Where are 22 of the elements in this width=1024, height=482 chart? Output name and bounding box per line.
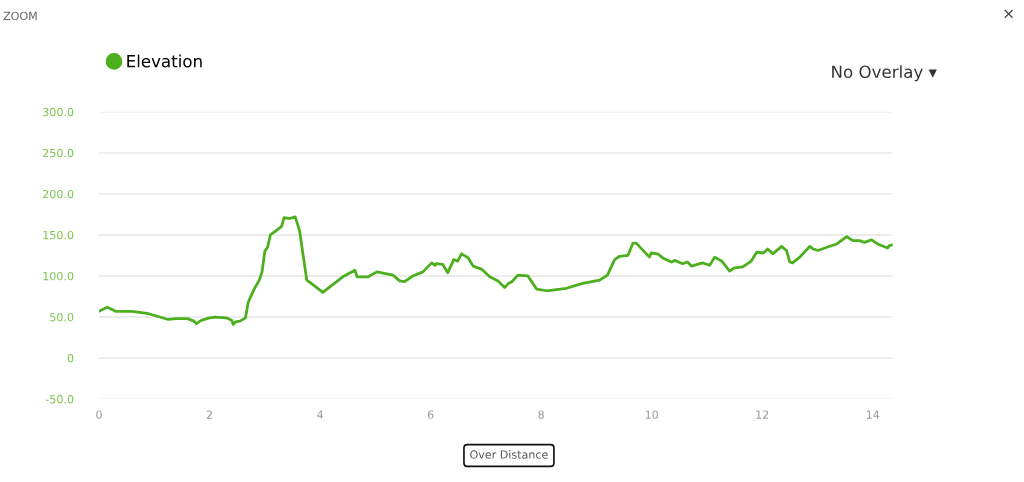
y-tick-label: 200.0 xyxy=(43,189,74,199)
y-tick-label: 300.0 xyxy=(43,107,74,117)
text: ZOOM xyxy=(3,11,37,21)
x-tick-label: 2 xyxy=(206,410,212,419)
y-tick-label: -50.0 xyxy=(45,395,74,404)
text: Over Distance xyxy=(470,450,548,459)
y-tick-label: 0 xyxy=(67,354,74,363)
x-tick-label: 14 xyxy=(866,410,880,419)
x-tick-label: 6 xyxy=(427,410,434,419)
legend-label: Elevation xyxy=(127,54,202,68)
text: No Overlay ▾ xyxy=(832,65,937,82)
y-tick-label: 150.0 xyxy=(43,230,74,240)
line-series xyxy=(99,215,893,326)
x-tick-label: 4 xyxy=(317,410,323,419)
y-tick-label: 50.0 xyxy=(50,312,74,322)
x-tick-label: 8 xyxy=(538,410,544,419)
x-tick-label: 10 xyxy=(645,410,658,419)
y-tick-label: 100.0 xyxy=(43,271,74,281)
text: × xyxy=(1004,9,1013,19)
x-tick-label: 0 xyxy=(96,410,102,419)
y-tick-label: 250.0 xyxy=(43,148,74,158)
x-tick-label: 12 xyxy=(756,410,769,419)
